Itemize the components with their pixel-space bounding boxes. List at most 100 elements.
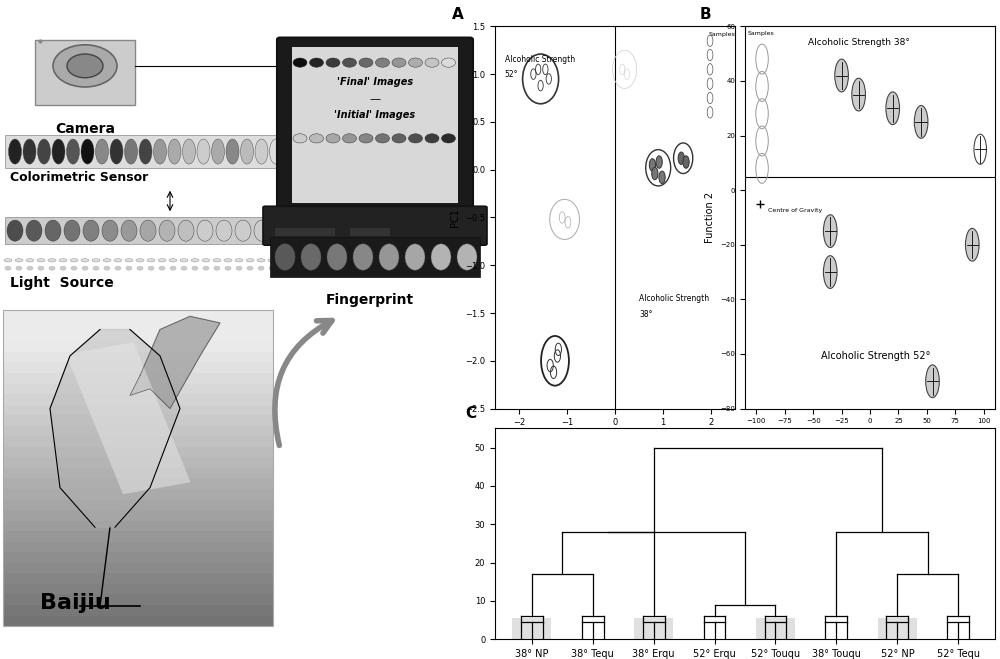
Circle shape	[823, 215, 837, 248]
Ellipse shape	[180, 259, 188, 262]
Bar	[939, 618, 978, 639]
Ellipse shape	[457, 244, 477, 270]
Bar	[3, 573, 273, 584]
Circle shape	[886, 92, 900, 125]
FancyArrowPatch shape	[275, 320, 332, 445]
Circle shape	[214, 266, 220, 270]
Bar	[3, 415, 273, 426]
Text: Alcoholic Strength 38°: Alcoholic Strength 38°	[808, 38, 910, 47]
Ellipse shape	[254, 220, 270, 241]
Circle shape	[442, 58, 456, 67]
Ellipse shape	[37, 259, 45, 262]
Circle shape	[914, 105, 928, 138]
Circle shape	[148, 266, 154, 270]
Bar	[3, 489, 273, 500]
Ellipse shape	[235, 259, 243, 262]
Ellipse shape	[64, 220, 80, 241]
Bar	[5, 135, 305, 168]
Circle shape	[38, 266, 44, 270]
Ellipse shape	[327, 244, 347, 270]
Circle shape	[203, 266, 209, 270]
Circle shape	[104, 266, 110, 270]
Ellipse shape	[114, 259, 122, 262]
Circle shape	[71, 266, 77, 270]
Circle shape	[302, 266, 308, 270]
Bar	[878, 618, 917, 639]
Ellipse shape	[197, 220, 213, 241]
Ellipse shape	[52, 139, 65, 164]
Bar	[634, 618, 673, 639]
Bar	[3, 594, 273, 605]
Ellipse shape	[121, 220, 137, 241]
Bar	[3, 584, 273, 594]
Ellipse shape	[92, 259, 100, 262]
Ellipse shape	[240, 139, 254, 164]
Circle shape	[60, 266, 66, 270]
Circle shape	[310, 58, 324, 67]
Bar	[3, 605, 273, 616]
Bar	[270, 237, 480, 277]
Ellipse shape	[159, 220, 175, 241]
Circle shape	[342, 134, 356, 143]
Bar	[3, 310, 273, 320]
Bar	[3, 616, 273, 626]
Circle shape	[425, 58, 439, 67]
Circle shape	[678, 152, 684, 165]
Bar	[3, 563, 273, 573]
Ellipse shape	[102, 220, 118, 241]
Circle shape	[823, 256, 837, 289]
Ellipse shape	[4, 259, 12, 262]
Bar	[66, 342, 191, 494]
Bar	[3, 447, 273, 457]
Circle shape	[392, 134, 406, 143]
Ellipse shape	[431, 244, 451, 270]
Circle shape	[293, 58, 307, 67]
Circle shape	[835, 59, 848, 92]
Text: Light
Control
System: Light Control System	[351, 150, 379, 180]
Bar	[35, 40, 135, 105]
Bar	[3, 320, 273, 331]
Ellipse shape	[202, 259, 210, 262]
Ellipse shape	[226, 139, 239, 164]
X-axis label: Function 1: Function 1	[844, 430, 896, 440]
Bar	[3, 510, 273, 521]
Ellipse shape	[125, 259, 133, 262]
Circle shape	[225, 266, 231, 270]
Circle shape	[926, 365, 939, 397]
Ellipse shape	[26, 220, 42, 241]
Ellipse shape	[38, 139, 50, 164]
Circle shape	[442, 134, 456, 143]
Bar	[3, 426, 273, 436]
Ellipse shape	[70, 259, 78, 262]
Ellipse shape	[257, 259, 265, 262]
Ellipse shape	[8, 139, 22, 164]
Circle shape	[49, 266, 55, 270]
Circle shape	[280, 266, 286, 270]
Text: 38°: 38°	[639, 310, 652, 320]
Text: Colorimetric Sensor: Colorimetric Sensor	[10, 171, 148, 185]
Circle shape	[82, 266, 88, 270]
Ellipse shape	[212, 139, 224, 164]
Text: Light  Source: Light Source	[10, 276, 114, 291]
Circle shape	[269, 266, 275, 270]
Ellipse shape	[301, 244, 321, 270]
Ellipse shape	[23, 139, 36, 164]
Bar	[3, 552, 273, 563]
Ellipse shape	[255, 139, 268, 164]
Ellipse shape	[83, 220, 99, 241]
Polygon shape	[50, 330, 180, 527]
Bar	[3, 521, 273, 531]
Ellipse shape	[103, 259, 111, 262]
Ellipse shape	[275, 244, 295, 270]
Y-axis label: PC1: PC1	[450, 208, 460, 227]
Circle shape	[170, 266, 176, 270]
Circle shape	[181, 266, 187, 270]
Ellipse shape	[139, 139, 152, 164]
Bar	[573, 618, 612, 639]
Ellipse shape	[136, 259, 144, 262]
Circle shape	[376, 134, 390, 143]
Ellipse shape	[140, 220, 156, 241]
FancyBboxPatch shape	[277, 38, 473, 213]
Text: 'Final' Images: 'Final' Images	[337, 77, 413, 88]
Text: Fingerprint: Fingerprint	[326, 293, 414, 307]
